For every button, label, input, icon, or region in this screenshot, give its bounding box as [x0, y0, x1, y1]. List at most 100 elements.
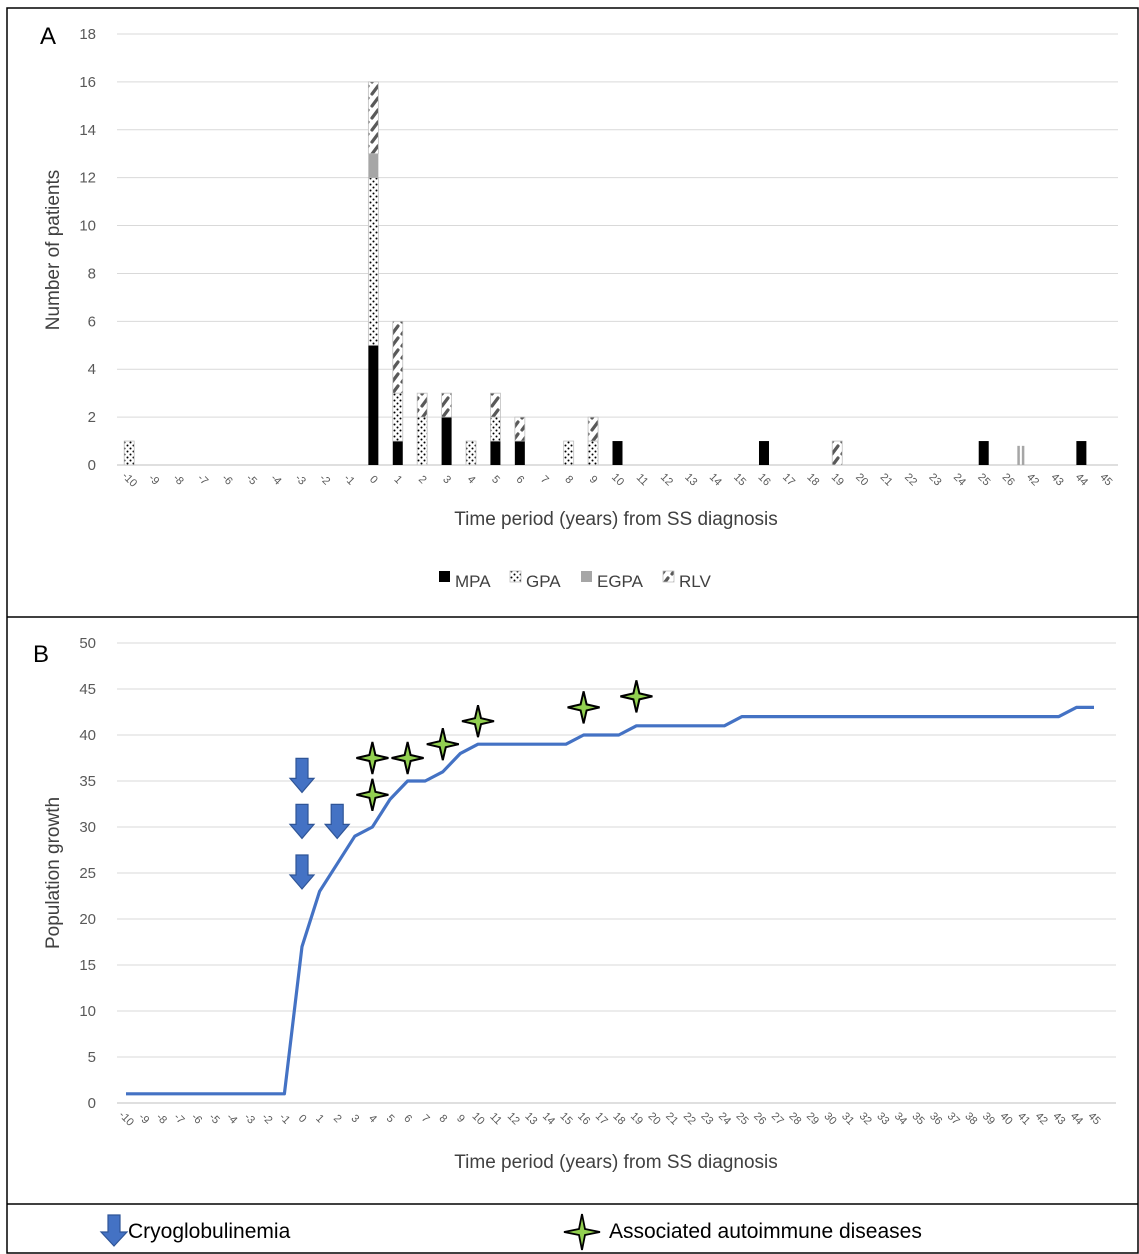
panel-a-x-tick-label: 5: [489, 473, 502, 486]
panel-b-x-tick-label: 15: [558, 1110, 575, 1127]
panel-a-x-tick-label: -2: [317, 472, 332, 487]
autoimmune-star-icon: [356, 741, 389, 775]
panel-b-x-tick-label: -10: [116, 1109, 136, 1129]
panel-a-x-tick-label: 23: [926, 471, 943, 488]
panel-a-bar-rlv: [490, 392, 501, 418]
frame-outer: [6, 7, 1139, 1254]
panel-a-bar-rlv: [441, 392, 452, 418]
panel-a-bar-rlv: [514, 416, 526, 442]
panel-a-bars: [123, 81, 1087, 466]
legend-label-rlv: RLV: [679, 572, 711, 591]
legend-label-egpa: EGPA: [597, 572, 644, 591]
panel-a-x-tick-label: -6: [219, 472, 234, 487]
panel-b-x-tick-label: 26: [751, 1110, 768, 1127]
panel-b-y-tick-label: 50: [79, 635, 96, 652]
panel-b-x-tick-label: 5: [384, 1112, 397, 1125]
panel-a-y-tick-label: 4: [88, 361, 96, 378]
panel-a-x-tick-label: 22: [902, 471, 919, 488]
panel-a-bar-rlv: [587, 416, 599, 442]
panel-a-x-tick-label: 24: [951, 471, 968, 488]
panel-b-y-tick-label: 25: [79, 865, 96, 882]
panel-a-y-tick-label: 10: [79, 218, 96, 235]
cryoglobulinemia-arrow-icon: [288, 757, 316, 794]
legend-swatch-gpa: [509, 570, 522, 583]
panel-b-x-tick-label: -1: [277, 1111, 292, 1126]
panel-b-x-tick-label: 23: [698, 1110, 715, 1127]
panel-b-x-tick-label: 33: [874, 1110, 891, 1127]
panel-b-x-tick-label: 36: [927, 1110, 944, 1127]
panel-a-x-tick-label: 20: [853, 471, 870, 488]
panel-a-bar-mpa: [758, 441, 769, 465]
panel-a-bar-mpa: [1076, 441, 1087, 465]
panel-b-x-tick-label: 41: [1015, 1110, 1032, 1127]
panel-a-axis-break-mark: [1021, 445, 1025, 465]
panel-b-x-tick-label: 25: [734, 1110, 751, 1127]
panel-a-x-tick-label: -3: [293, 472, 308, 487]
panel-a-y-tick-label: 14: [79, 122, 96, 139]
legend-label-gpa: GPA: [526, 572, 561, 591]
legend-swatch-rlv: [662, 570, 675, 583]
panel-b-x-tick-label: 35: [910, 1110, 927, 1127]
panel-b-x-tick-label: 4: [366, 1112, 379, 1125]
legend-swatch-egpa: [581, 571, 592, 582]
panel-a-y-tick-label: 16: [79, 74, 96, 91]
panel-a-x-tick-label: 6: [514, 473, 527, 486]
panel-a-bar-egpa: [368, 153, 379, 178]
panel-b-x-tick-label: 34: [892, 1110, 909, 1127]
panel-b-x-tick-label: 39: [980, 1110, 997, 1127]
panel-a-bar-gpa: [123, 440, 135, 466]
panel-a-x-tick-label: 15: [731, 471, 748, 488]
panel-a-x-tick-label: 3: [440, 473, 453, 486]
panel-a-x-tick-label: 2: [416, 473, 429, 486]
panel-a-x-tick-label: -8: [170, 472, 185, 487]
panel-a-bar-gpa: [490, 416, 501, 442]
autoimmune-star-icon: [391, 741, 424, 775]
panel-b-x-tick-label: 9: [454, 1112, 467, 1125]
panel-b-x-tick-label: 3: [349, 1112, 362, 1125]
panel-b-x-tick-label: 30: [822, 1110, 839, 1127]
panel-b-x-tick-label: 29: [804, 1110, 821, 1127]
panel-a-x-tick-label: 12: [658, 471, 675, 488]
panel-b-x-tick-label: 20: [646, 1110, 663, 1127]
panel-b-x-tick-label: 43: [1050, 1110, 1067, 1127]
panel-b-y-tick-label: 15: [79, 957, 96, 974]
panel-a-y-ticks: 0 2 4 6 8 10 12 14 16 18: [79, 26, 96, 474]
panel-a-x-tick-label: 45: [1097, 471, 1114, 488]
panel-b-x-tick-label: 1: [313, 1112, 326, 1125]
panel-b-y-tick-label: 5: [88, 1049, 96, 1066]
panel-b-x-tick-label: 28: [786, 1110, 803, 1127]
panel-b-x-tick-label: 27: [769, 1110, 786, 1127]
autoimmune-star-icon: [426, 727, 460, 761]
panel-a-x-tick-label: 8: [562, 473, 575, 486]
panel-b-line-series: [126, 705, 1094, 1096]
panel-a-x-tick-label: -9: [146, 472, 161, 487]
panel-a-x-tick-label: 4: [465, 473, 478, 486]
panel-b-letter: B: [33, 641, 49, 668]
panel-a-x-tick-label: -4: [268, 472, 283, 487]
panel-a-legend: MPA GPA EGPA RLV: [439, 570, 711, 591]
panel-b-x-tick-label: 8: [437, 1112, 450, 1125]
panel-a-x-tick-label: 18: [804, 471, 821, 488]
legend-swatch-mpa: [439, 571, 450, 582]
panel-b-y-tick-label: 0: [88, 1095, 96, 1112]
panel-a-x-tick-label: -7: [195, 472, 210, 487]
panel-b-x-tick-label: 14: [540, 1110, 557, 1127]
panel-b-x-tick-label: 19: [628, 1110, 645, 1127]
panel-a-bar-mpa: [612, 441, 623, 465]
panel-a-x-ticks: -10 -9 -8 -7 -6 -5 -4 -3 -2 -1 0 1 2 3 4 5 6 7 8 9 10 11 12 13 1…: [119, 470, 1114, 490]
panel-b-x-tick-label: 24: [716, 1110, 733, 1127]
autoimmune-star-icon: [356, 778, 389, 812]
panel-b-y-axis-label: Population growth: [43, 797, 64, 949]
cryoglobulinemia-arrow-icon: [288, 854, 316, 890]
panel-a-x-tick-label: 16: [756, 471, 773, 488]
panel-b-x-tick-label: -8: [154, 1111, 169, 1126]
panel-b-x-tick-label: 11: [487, 1111, 504, 1128]
panel-a-y-tick-label: 8: [88, 265, 96, 282]
panel-a-gridlines: [117, 33, 1118, 466]
panel-b-x-tick-label: 18: [610, 1110, 627, 1127]
panel-a-bar-rlv: [367, 81, 379, 155]
panel-a-x-axis-label: Time period (years) from SS diagnosis: [454, 509, 777, 530]
cryoglobulinemia-arrow-icon: [323, 803, 351, 840]
panel-a-x-tick-label: 25: [975, 471, 992, 488]
